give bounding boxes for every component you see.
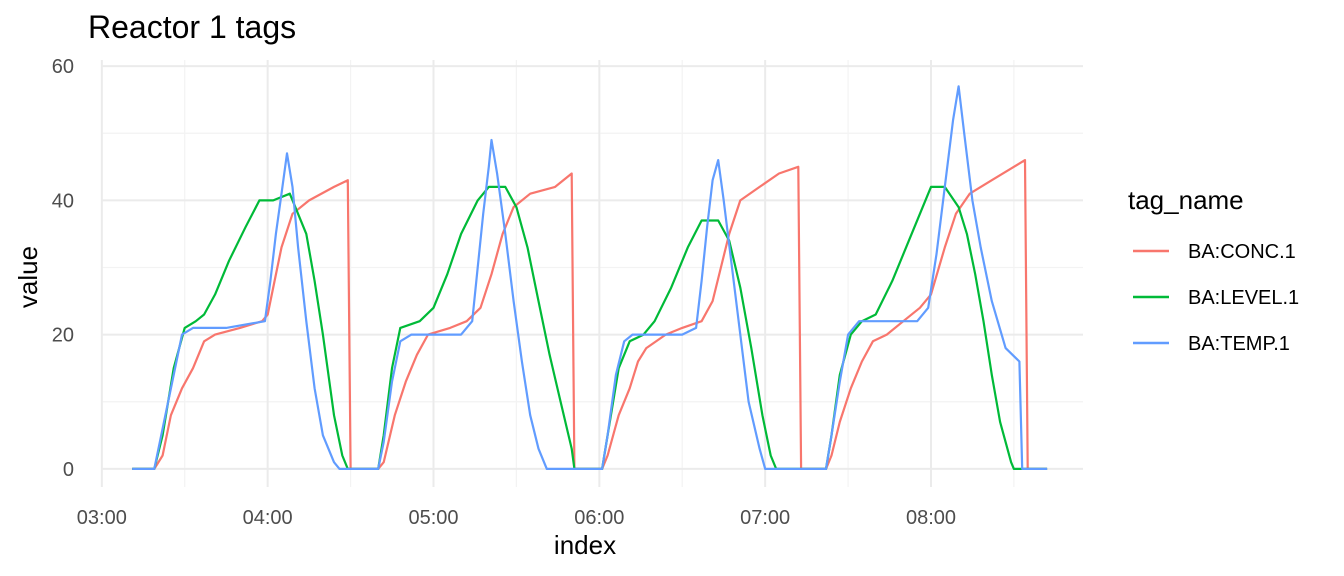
y-tick-label: 20 [52,325,74,347]
legend: tag_name BA:CONC.1 BA:LEVEL.1 BA:TEMP.1 [1128,185,1299,355]
x-tick-label: 05:00 [408,507,458,529]
x-tick-label: 06:00 [574,507,624,529]
series-line-2 [132,185,1048,470]
grid [100,60,1083,487]
legend-label: BA:TEMP.1 [1188,333,1290,355]
y-tick-labels: 0 20 40 60 [52,56,74,481]
x-tick-labels: 03:00 04:00 05:00 06:00 07:00 08:00 [77,507,956,529]
series-lines [132,85,1048,470]
x-axis-title: index [554,530,616,560]
x-tick-label: 03:00 [77,507,127,529]
x-tick-label: 08:00 [906,507,956,529]
y-axis-title: value [13,246,43,308]
x-tick-label: 04:00 [243,507,293,529]
legend-items: BA:CONC.1 BA:LEVEL.1 BA:TEMP.1 [1133,241,1299,355]
chart-title: Reactor 1 tags [88,9,296,45]
y-tick-label: 40 [52,190,74,212]
legend-label: BA:LEVEL.1 [1188,287,1299,309]
legend-title: tag_name [1128,185,1244,215]
x-tick-label: 07:00 [740,507,790,529]
legend-label: BA:CONC.1 [1188,241,1296,263]
series-line-3 [132,85,1048,470]
y-tick-label: 60 [52,56,74,78]
y-tick-label: 0 [63,459,74,481]
series-line-1 [132,159,1048,470]
